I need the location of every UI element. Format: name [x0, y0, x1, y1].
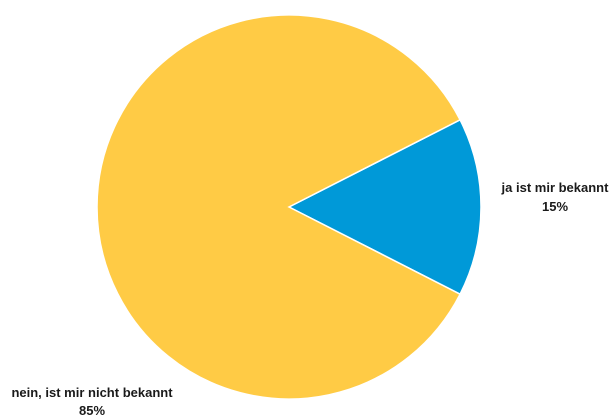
pie-slices — [96, 14, 482, 400]
slice-labels: ja ist mir bekannt 15% nein, ist mir nic… — [11, 180, 609, 418]
slice-value-nein: 85% — [79, 403, 105, 418]
slice-value-ja: 15% — [542, 199, 568, 214]
slice-label-nein: nein, ist mir nicht bekannt — [11, 385, 173, 400]
pie-slice-ja — [287, 118, 482, 296]
slice-label-ja: ja ist mir bekannt — [501, 180, 610, 195]
pie-slice-nein — [96, 14, 462, 400]
